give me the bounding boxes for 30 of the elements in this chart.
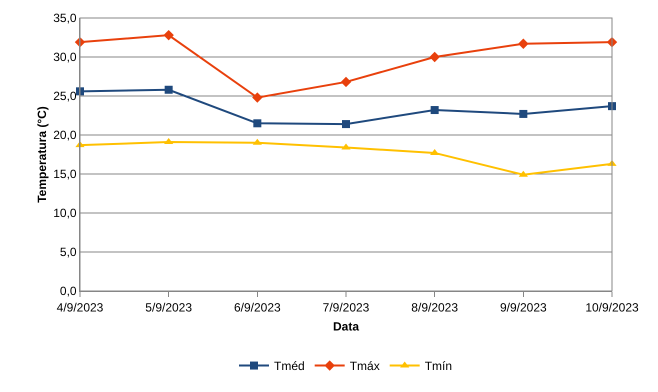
y-tick-label: 25,0 xyxy=(53,89,77,104)
x-tick-label: 4/9/2023 xyxy=(56,300,104,314)
x-axis-title: Data xyxy=(332,319,360,334)
y-tick-label: 5,0 xyxy=(60,245,77,260)
point xyxy=(429,52,440,62)
y-tick-label: 35,0 xyxy=(53,11,77,26)
point xyxy=(164,86,173,94)
point xyxy=(430,106,439,114)
point xyxy=(518,38,529,49)
y-axis-title: Temperatura (°C) xyxy=(35,106,49,203)
point xyxy=(340,76,352,88)
x-tick-label: 10/9/2023 xyxy=(585,300,640,314)
point xyxy=(342,120,350,128)
x-tick-label: 5/9/2023 xyxy=(145,300,192,314)
legend-label: Tmáx xyxy=(350,359,380,374)
y-tick-label: 30,0 xyxy=(53,50,77,64)
x-tick-label: 6/9/2023 xyxy=(234,300,282,314)
y-tick-label: 20,0 xyxy=(53,128,77,142)
point xyxy=(163,30,174,40)
point xyxy=(252,92,263,103)
x-tick-label: 8/9/2023 xyxy=(411,300,458,314)
y-tick-label: 0,0 xyxy=(60,284,77,298)
y-tick-label: 10,0 xyxy=(53,206,77,220)
legend-label: Tméd xyxy=(274,359,305,374)
point xyxy=(253,119,262,128)
legend-label: Tmín xyxy=(424,359,452,374)
x-tick-label: 7/9/2023 xyxy=(322,300,370,314)
y-tick-label: 15,0 xyxy=(53,167,77,182)
x-tick-label: 9/9/2023 xyxy=(500,300,548,314)
point xyxy=(519,110,528,118)
